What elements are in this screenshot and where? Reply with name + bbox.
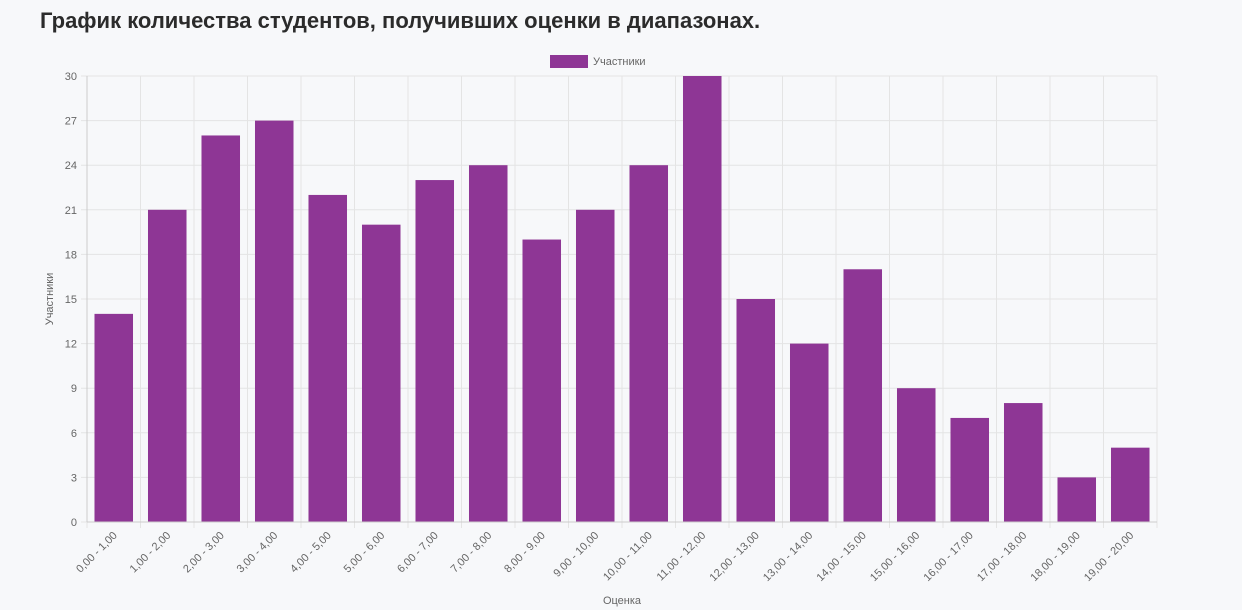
- y-tick-label: 0: [71, 517, 77, 529]
- bar[interactable]: [468, 165, 508, 522]
- x-tick-label: 7,00 - 8,00: [449, 530, 495, 576]
- bar[interactable]: [415, 180, 455, 523]
- x-axis-ticks: 0,00 - 1,00 1,00 - 2,00 2,00 - 3,00 3,00 - …: [74, 530, 1136, 584]
- bar[interactable]: [843, 269, 883, 522]
- bar[interactable]: [1003, 403, 1043, 522]
- bar[interactable]: [94, 313, 134, 522]
- x-tick-label: 6,00 - 7,00: [395, 530, 441, 576]
- x-tick-label: 0,00 - 1,00: [74, 530, 120, 576]
- bar[interactable]: [201, 135, 241, 522]
- bar[interactable]: [575, 209, 615, 523]
- x-tick-label: 13,00 - 14,00: [761, 530, 815, 584]
- y-tick-label: 15: [65, 294, 77, 306]
- x-tick-label: 4,00 - 5,00: [288, 530, 334, 576]
- x-tick-label: 11,00 - 12,00: [655, 530, 709, 584]
- y-axis-ticks: 0 3 6 9 12 15 18 21 24 27 30: [65, 71, 77, 529]
- x-tick-label: 16,00 - 17,00: [922, 530, 976, 584]
- x-tick-label: 9,00 - 10,00: [551, 530, 601, 580]
- page-title: График количества студентов, получивших …: [40, 8, 761, 33]
- bar[interactable]: [896, 388, 936, 522]
- bar[interactable]: [361, 224, 401, 522]
- bar[interactable]: [308, 194, 348, 522]
- chart-bars: [94, 76, 1150, 523]
- x-tick-label: 17,00 - 18,00: [975, 530, 1029, 584]
- bar[interactable]: [682, 76, 722, 522]
- legend-swatch: [550, 55, 588, 68]
- y-tick-label: 21: [65, 205, 77, 217]
- x-tick-label: 1,00 - 2,00: [128, 530, 174, 576]
- bar[interactable]: [1057, 477, 1097, 522]
- x-tick-label: 5,00 - 6,00: [342, 530, 388, 576]
- chart-grid: [81, 75, 1158, 528]
- x-tick-label: 3,00 - 4,00: [235, 530, 281, 576]
- bar[interactable]: [254, 120, 294, 522]
- x-tick-label: 10,00 - 11,00: [601, 530, 655, 584]
- x-tick-label: 12,00 - 13,00: [708, 530, 762, 584]
- y-tick-label: 6: [71, 428, 77, 440]
- y-tick-label: 9: [71, 383, 77, 395]
- bar[interactable]: [789, 343, 829, 522]
- y-tick-label: 18: [65, 249, 77, 261]
- y-tick-label: 27: [65, 116, 77, 128]
- x-tick-label: 14,00 - 15,00: [815, 530, 869, 584]
- chart-legend[interactable]: Участники: [550, 55, 646, 68]
- y-axis-title: Участники: [44, 273, 56, 326]
- x-axis-title: Оценка: [603, 595, 642, 607]
- bar[interactable]: [1110, 447, 1150, 522]
- bar[interactable]: [629, 165, 669, 522]
- y-tick-label: 24: [65, 160, 77, 172]
- bar[interactable]: [736, 299, 776, 522]
- bar[interactable]: [950, 417, 990, 522]
- x-tick-label: 15,00 - 16,00: [868, 530, 922, 584]
- y-tick-label: 3: [71, 472, 77, 484]
- x-tick-label: 8,00 - 9,00: [502, 530, 548, 576]
- x-tick-label: 19,00 - 20,00: [1082, 530, 1136, 584]
- x-tick-label: 2,00 - 3,00: [181, 530, 227, 576]
- y-tick-label: 12: [65, 339, 77, 351]
- bar[interactable]: [522, 239, 562, 523]
- bar[interactable]: [147, 209, 187, 523]
- legend-label: Участники: [593, 56, 646, 68]
- y-tick-label: 30: [65, 71, 77, 83]
- x-tick-label: 18,00 - 19,00: [1029, 530, 1083, 584]
